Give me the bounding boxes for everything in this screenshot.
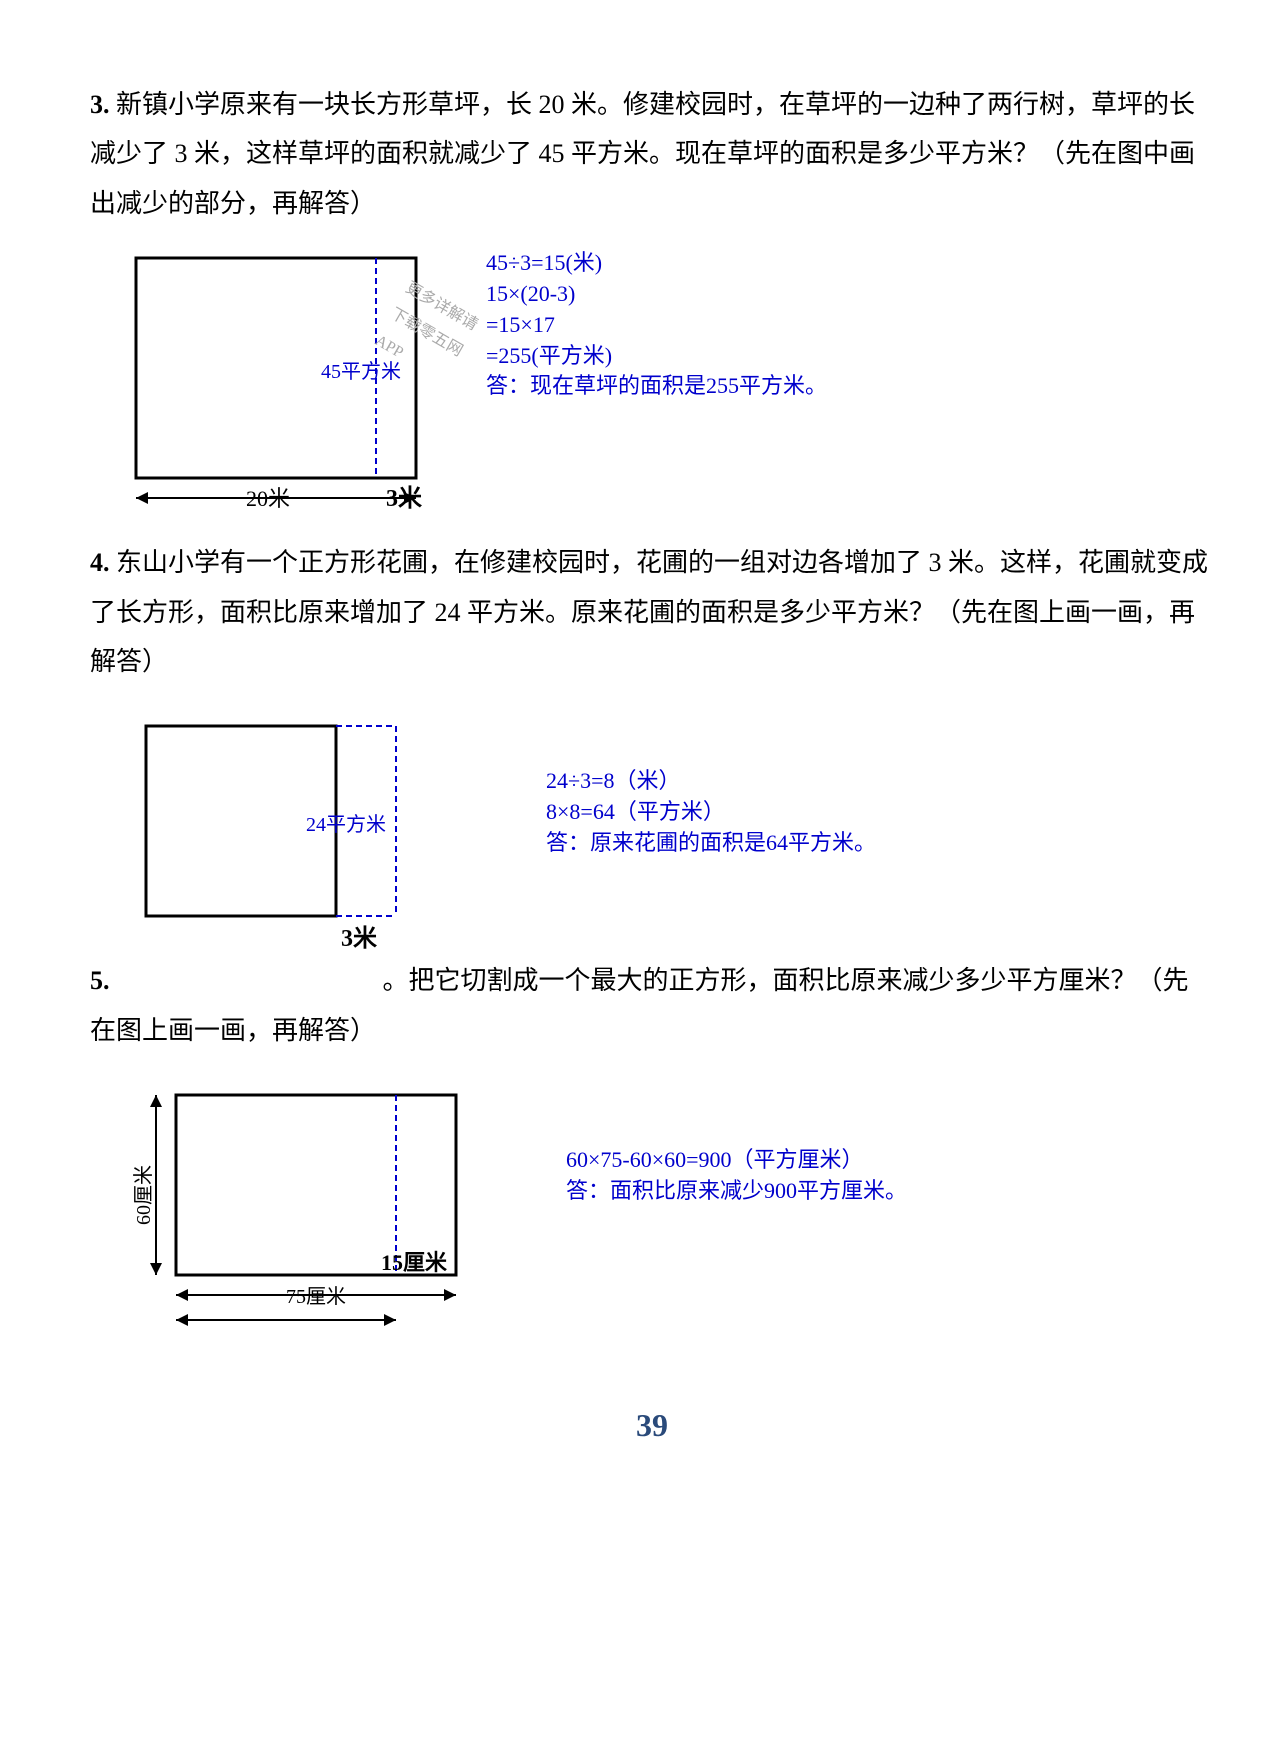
dim-15cm: 15厘米: [381, 1250, 448, 1275]
problem-5-number: 5.: [90, 966, 110, 995]
problem-3-answer: 45÷3=15(米) 15×(20-3) =15×17 =255(平方米) 答：…: [486, 248, 827, 402]
problem-3-number: 3.: [90, 90, 110, 119]
dim-60cm: 60厘米: [132, 1165, 155, 1225]
diagram-5-svg: 60厘米 75厘米 15厘米: [126, 1075, 486, 1335]
problem-5-diagram: 60厘米 75厘米 15厘米: [126, 1075, 486, 1335]
problem-5-answer: 60×75-60×60=900（平方厘米） 答：面积比原来减少900平方厘米。: [506, 1075, 907, 1207]
ans3-line1: 45÷3=15(米): [486, 248, 827, 279]
dim-75cm: 75厘米: [286, 1285, 346, 1308]
problem-4: 4. 东山小学有一个正方形花圃，在修建校园时，花圃的一组对边各增加了 3 米。这…: [90, 538, 1214, 686]
problem-4-number: 4.: [90, 548, 110, 577]
problem-5-text: 。把它切割成一个最大的正方形，面积比原来减少多少平方厘米？（先在图上画一画，再解…: [90, 966, 1189, 1044]
problem-4-diagram-row: 24平方米 3米 24÷3=8（米） 8×8=64（平方米） 答：原来花圃的面积…: [126, 706, 1214, 956]
dim4-3m: 3米: [341, 925, 377, 952]
problem-4-diagram: 24平方米 3米: [126, 706, 446, 956]
ans4-line3: 答：原来花圃的面积是64平方米。: [546, 828, 876, 859]
problem-3: 3. 新镇小学原来有一块长方形草坪，长 20 米。修建校园时，在草坪的一边种了两…: [90, 80, 1214, 228]
area-24: 24平方米: [306, 813, 386, 836]
ans3-line4: =255(平方米): [486, 341, 827, 372]
ans5-line1: 60×75-60×60=900（平方厘米）: [566, 1145, 907, 1176]
problem-5-diagram-row: 60厘米 75厘米 15厘米 60×75-60×60=900（平方厘米） 答：面…: [126, 1075, 1214, 1335]
area-45: 45平方米: [321, 360, 401, 383]
dim-3m: 3米: [386, 485, 422, 512]
dim-20m: 20米: [246, 486, 290, 511]
ans4-line2: 8×8=64（平方米）: [546, 797, 876, 828]
ans5-line2: 答：面积比原来减少900平方厘米。: [566, 1176, 907, 1207]
ans4-line1: 24÷3=8（米）: [546, 766, 876, 797]
problem-3-diagram-row: 20米 3米 45平方米 更多详解请下载零五网APP 45÷3=15(米) 15…: [126, 248, 1214, 528]
ans3-line5: 答：现在草坪的面积是255平方米。: [486, 371, 827, 402]
ans3-line2: 15×(20-3): [486, 279, 827, 310]
problem-5: 5. 。把它切割成一个最大的正方形，面积比原来减少多少平方厘米？（先在图上画一画…: [90, 956, 1214, 1055]
diagram-4-svg: 24平方米 3米: [126, 706, 446, 956]
problem-3-text: 新镇小学原来有一块长方形草坪，长 20 米。修建校园时，在草坪的一边种了两行树，…: [90, 90, 1195, 218]
problem-4-answer: 24÷3=8（米） 8×8=64（平方米） 答：原来花圃的面积是64平方米。: [466, 706, 876, 858]
page-number: 39: [90, 1395, 1214, 1456]
problem-3-diagram: 20米 3米 45平方米 更多详解请下载零五网APP: [126, 248, 466, 528]
ans3-line3: =15×17: [486, 310, 827, 341]
diagram-3-svg: 20米 3米 45平方米: [126, 248, 466, 528]
problem-4-text: 东山小学有一个正方形花圃，在修建校园时，花圃的一组对边各增加了 3 米。这样，花…: [90, 548, 1208, 676]
